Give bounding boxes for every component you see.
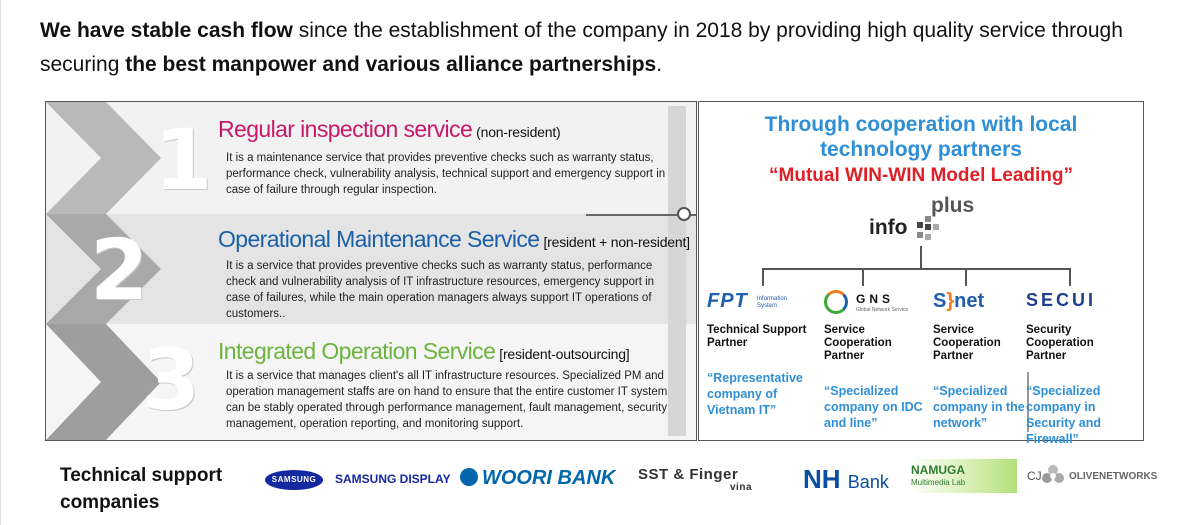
namuga-logo: NAMUGA Multimedia Lab (907, 459, 1017, 493)
sst-finger-text: SST & Finger (638, 466, 739, 483)
infoplus-info-text: info (869, 216, 908, 239)
gns-logo-sub: Global Network Service (856, 307, 909, 313)
partner-description: “Specialized company on IDC and line” (824, 384, 923, 430)
service-description-2: It is a service that provides preventive… (226, 260, 655, 320)
service-qualifier-3: [resident-outsourcing] (499, 346, 630, 362)
chevron-graphic (46, 102, 161, 440)
service-title-2-text: Operational Maintenance Service (218, 226, 540, 252)
service-number-2: 2 (90, 221, 149, 319)
woori-bank-text: WOORI BANK (482, 467, 616, 489)
tree-line (762, 268, 1069, 270)
headline-bold-2: the best manpower and various alliance p… (125, 53, 657, 76)
namuga-text: NAMUGA (911, 463, 965, 477)
tree-line (920, 246, 922, 268)
service-title-3: Integrated Operation Service [resident-ou… (218, 338, 630, 365)
partner-fpt: FPT Information System Technical Support… (707, 290, 807, 418)
tree-line (862, 268, 864, 286)
partner-role: Security Cooperation Partner (1026, 324, 1094, 362)
nh-bank-text: Bank (847, 472, 889, 492)
namuga-sub-text: Multimedia Lab (911, 478, 966, 487)
cj-olivenetworks-logo: CJ OLIVENETWORKS (1025, 460, 1175, 494)
logo-pixel (925, 216, 931, 222)
partner-role: Technical Support Partner (707, 324, 807, 349)
footer-label: Technical support companies (60, 465, 223, 513)
nh-text: NH (803, 464, 841, 494)
partner-role: Service Cooperation Partner (933, 324, 1001, 362)
nh-bank-logo: NH Bank (803, 464, 889, 495)
partners-title-text: Through cooperation with local technolog… (764, 113, 1078, 161)
partner-role: Service Cooperation Partner (824, 324, 892, 362)
partner-secui: SECUI Security Cooperation Partner “Spec… (1026, 290, 1126, 447)
service-title-1-text: Regular inspection service (218, 116, 473, 142)
headline-bold-1: We have stable cash flow (40, 19, 293, 42)
snet-logo: S}net (933, 290, 1033, 320)
fpt-logo: FPT Information System (707, 290, 807, 320)
tree-line (1069, 268, 1071, 286)
olivenetworks-text: OLIVENETWORKS (1069, 471, 1158, 482)
infoplus-plus-text: plus (931, 194, 975, 217)
chevron-1 (46, 102, 161, 214)
panel-side-stripe (668, 106, 686, 436)
partner-description: “Specialized company in Security and Fir… (1026, 384, 1102, 446)
headline-text-2: . (656, 53, 663, 76)
logo-pixel (917, 222, 923, 228)
woori-circle-icon (460, 468, 478, 486)
sst-vina-text: vina (730, 482, 753, 493)
service-title-2: Operational Maintenance Service [resident… (218, 226, 690, 253)
connector-line (586, 214, 696, 216)
gns-globe-icon (824, 290, 848, 314)
partner-snet: S}net Service Cooperation Partner “Speci… (933, 290, 1033, 431)
snet-logo-brace: } (946, 290, 955, 312)
tree-line (762, 268, 764, 286)
woori-bank-logo: WOORI BANK (460, 466, 615, 490)
cj-flower-icon (1042, 465, 1064, 483)
samsung-display-logo: SAMSUNG DISPLAY (335, 472, 451, 486)
page-left-edge (0, 0, 1, 525)
service-number-3: 3 (142, 331, 201, 429)
service-description-1: It is a maintenance service that provide… (226, 152, 666, 196)
samsung-logo: SAMSUNG (265, 470, 323, 490)
snet-logo-s: S (933, 290, 947, 312)
services-panel: 1 2 3 Regular inspection service (non-res… (45, 101, 697, 441)
service-number-1: 1 (154, 111, 213, 209)
partners-title: Through cooperation with local technolog… (699, 112, 1143, 162)
infoplus-logo: info plus (869, 194, 989, 244)
logo-pixel (917, 232, 923, 238)
partners-panel: Through cooperation with local technolog… (698, 101, 1144, 446)
connector-dot-icon (677, 207, 691, 221)
chevron-2 (46, 214, 161, 324)
tree-line (965, 268, 967, 286)
service-qualifier-1: (non-resident) (476, 124, 561, 140)
fpt-logo-sub: Information System (757, 296, 788, 309)
service-description-3: It is a service that manages client's al… (226, 370, 668, 430)
service-title-3-text: Integrated Operation Service (218, 338, 496, 364)
partner-description: “Representative company of Vietnam IT” (707, 371, 803, 417)
partners-subtitle: “Mutual WIN-WIN Model Leading” (769, 165, 1073, 186)
service-title-1: Regular inspection service (non-resident) (218, 116, 561, 143)
gns-logo-text: GNS (856, 292, 895, 306)
logo-pixel (925, 234, 931, 240)
chevron-3 (46, 324, 161, 440)
logo-pixel (933, 224, 939, 230)
headline: We have stable cash flow since the estab… (40, 14, 1160, 82)
sst-finger-logo: SST & Finger vina (638, 466, 752, 493)
partner-gns: GNS Global Network Service Service Coope… (824, 290, 924, 431)
secui-logo: SECUI (1026, 290, 1097, 310)
snet-logo-net: net (954, 290, 985, 312)
partner-description: “Specialized company in the network” (933, 384, 1025, 430)
service-qualifier-2: [resident + non-resident] (543, 234, 690, 250)
fpt-logo-text: FPT (707, 290, 748, 312)
logo-pixel (925, 224, 931, 230)
cj-text: CJ (1027, 469, 1042, 483)
tree-line (1027, 372, 1029, 432)
headline-text-1: since the establishment of the company i… (40, 19, 1123, 76)
gns-logo: GNS Global Network Service (824, 290, 924, 320)
